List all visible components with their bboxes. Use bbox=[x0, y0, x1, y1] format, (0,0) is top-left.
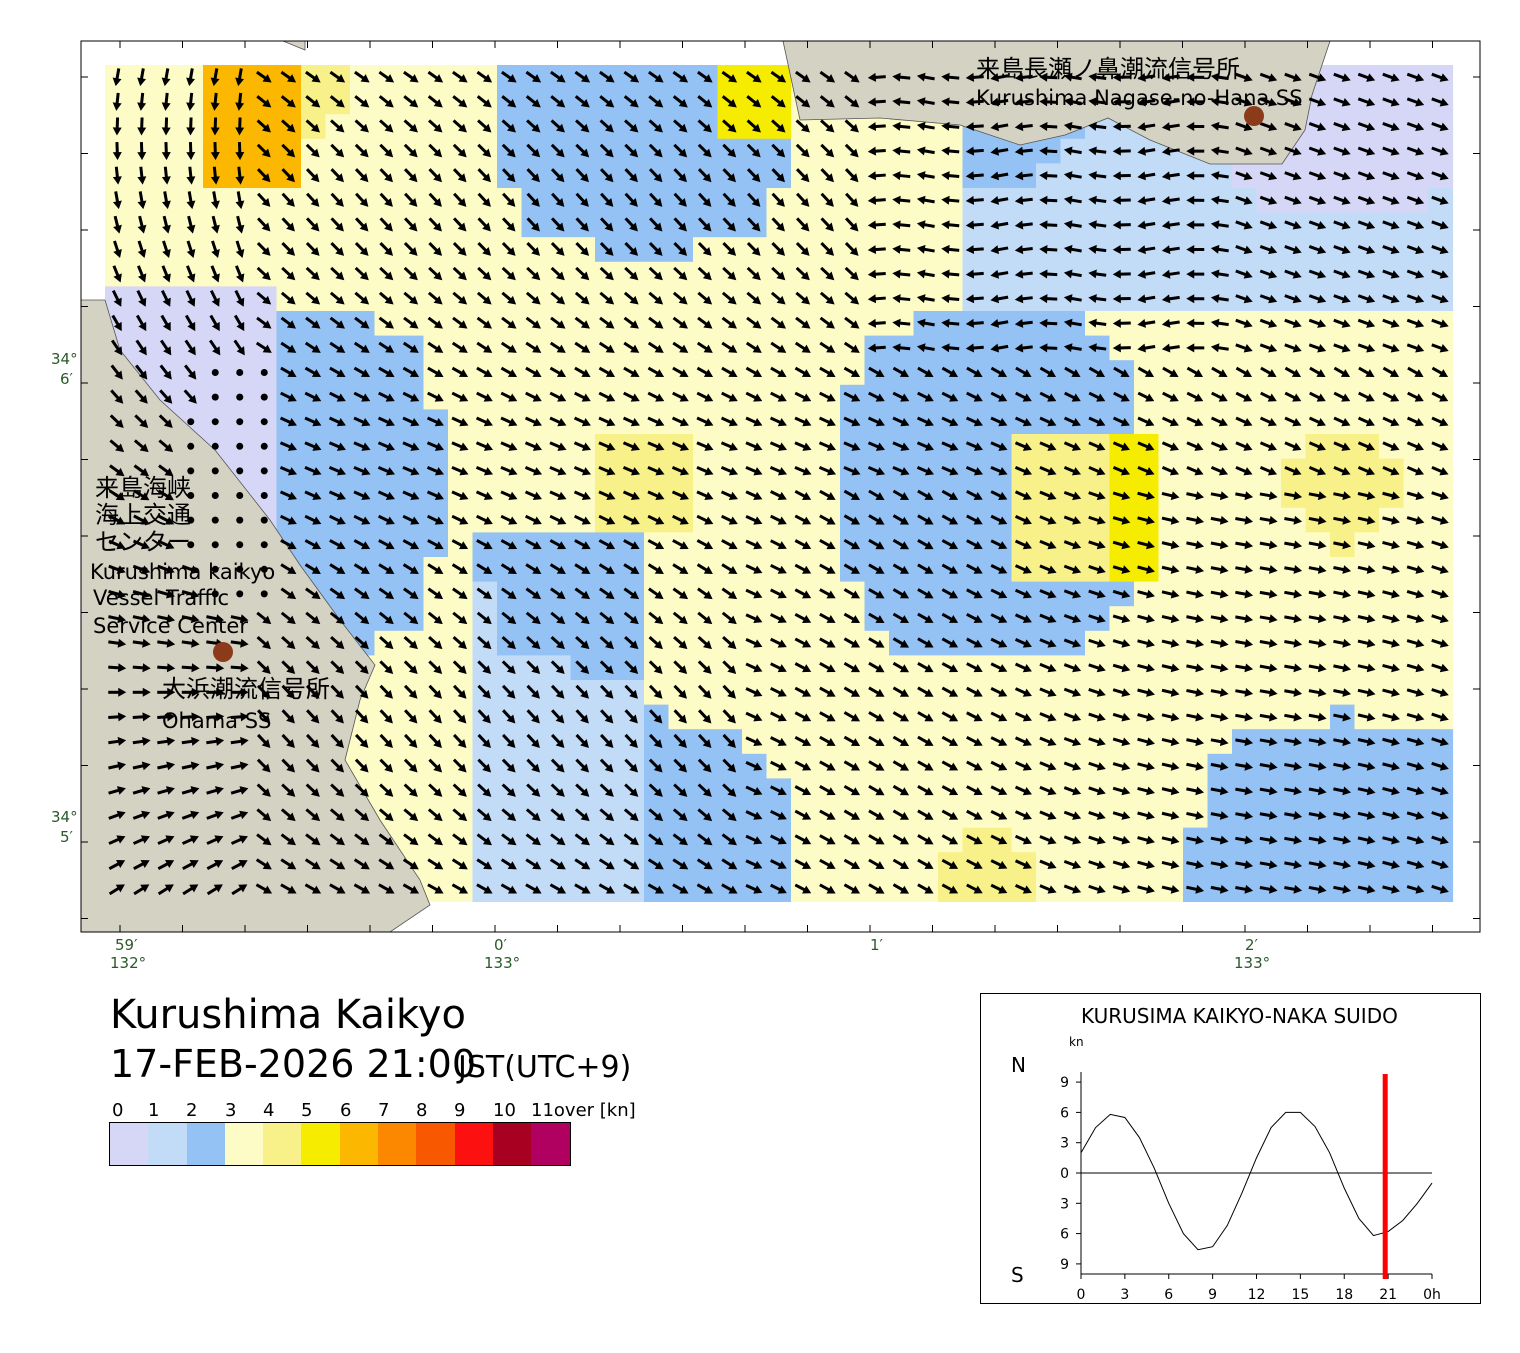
slack-dot bbox=[211, 467, 219, 475]
current-map bbox=[80, 40, 1481, 933]
slack-dot bbox=[236, 418, 244, 426]
slack-dot bbox=[211, 393, 219, 401]
slack-dot bbox=[211, 492, 219, 499]
slack-dot bbox=[236, 541, 244, 549]
slack-dot bbox=[260, 369, 268, 376]
slack-dot bbox=[236, 369, 244, 376]
slack-dot bbox=[260, 492, 268, 499]
slack-dot bbox=[211, 516, 219, 524]
slack-dot bbox=[236, 492, 244, 499]
slack-dot bbox=[187, 418, 195, 426]
slack-dot bbox=[260, 541, 268, 549]
slack-dot bbox=[260, 516, 268, 524]
slack-dot bbox=[260, 467, 268, 475]
slack-dot bbox=[260, 442, 268, 450]
slack-dot bbox=[236, 393, 244, 401]
slack-dot bbox=[260, 393, 268, 401]
slack-dot bbox=[236, 516, 244, 524]
slack-dot bbox=[211, 541, 219, 549]
slack-dot bbox=[236, 442, 244, 450]
slack-dot bbox=[260, 418, 268, 426]
slack-dot bbox=[211, 442, 219, 450]
slack-dot bbox=[187, 442, 195, 450]
slack-dot bbox=[211, 418, 219, 426]
slack-dot bbox=[211, 369, 219, 376]
slack-dot bbox=[236, 467, 244, 475]
